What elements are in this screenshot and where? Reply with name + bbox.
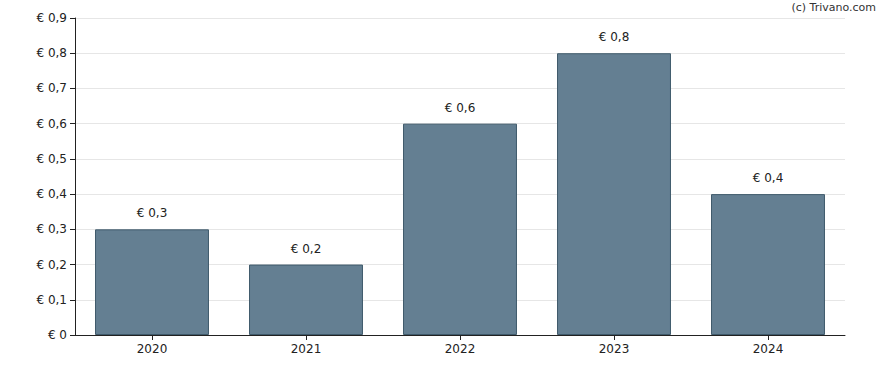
svg-text:2022: 2022 xyxy=(445,342,476,356)
svg-text:€ 0,7: € 0,7 xyxy=(36,81,67,95)
svg-text:€ 0,8: € 0,8 xyxy=(36,46,67,60)
svg-text:€ 0,3: € 0,3 xyxy=(36,222,67,236)
svg-text:(c) Trivano.com: (c) Trivano.com xyxy=(791,1,876,14)
svg-text:€ 0,1: € 0,1 xyxy=(36,293,67,307)
svg-text:2023: 2023 xyxy=(599,342,630,356)
svg-text:€ 0,4: € 0,4 xyxy=(753,171,784,185)
svg-text:2024: 2024 xyxy=(753,342,784,356)
svg-text:€ 0,2: € 0,2 xyxy=(36,258,67,272)
svg-text:2021: 2021 xyxy=(291,342,322,356)
svg-text:€ 0,9: € 0,9 xyxy=(36,11,67,25)
svg-text:€ 0,8: € 0,8 xyxy=(599,30,630,44)
svg-text:€ 0,5: € 0,5 xyxy=(36,152,67,166)
svg-text:€ 0,6: € 0,6 xyxy=(445,101,476,115)
svg-text:€ 0,2: € 0,2 xyxy=(291,242,322,256)
svg-text:€ 0: € 0 xyxy=(48,328,67,342)
svg-text:€ 0,3: € 0,3 xyxy=(137,206,168,220)
svg-text:€ 0,6: € 0,6 xyxy=(36,117,67,131)
svg-text:€ 0,4: € 0,4 xyxy=(36,187,67,201)
svg-text:2020: 2020 xyxy=(137,342,168,356)
